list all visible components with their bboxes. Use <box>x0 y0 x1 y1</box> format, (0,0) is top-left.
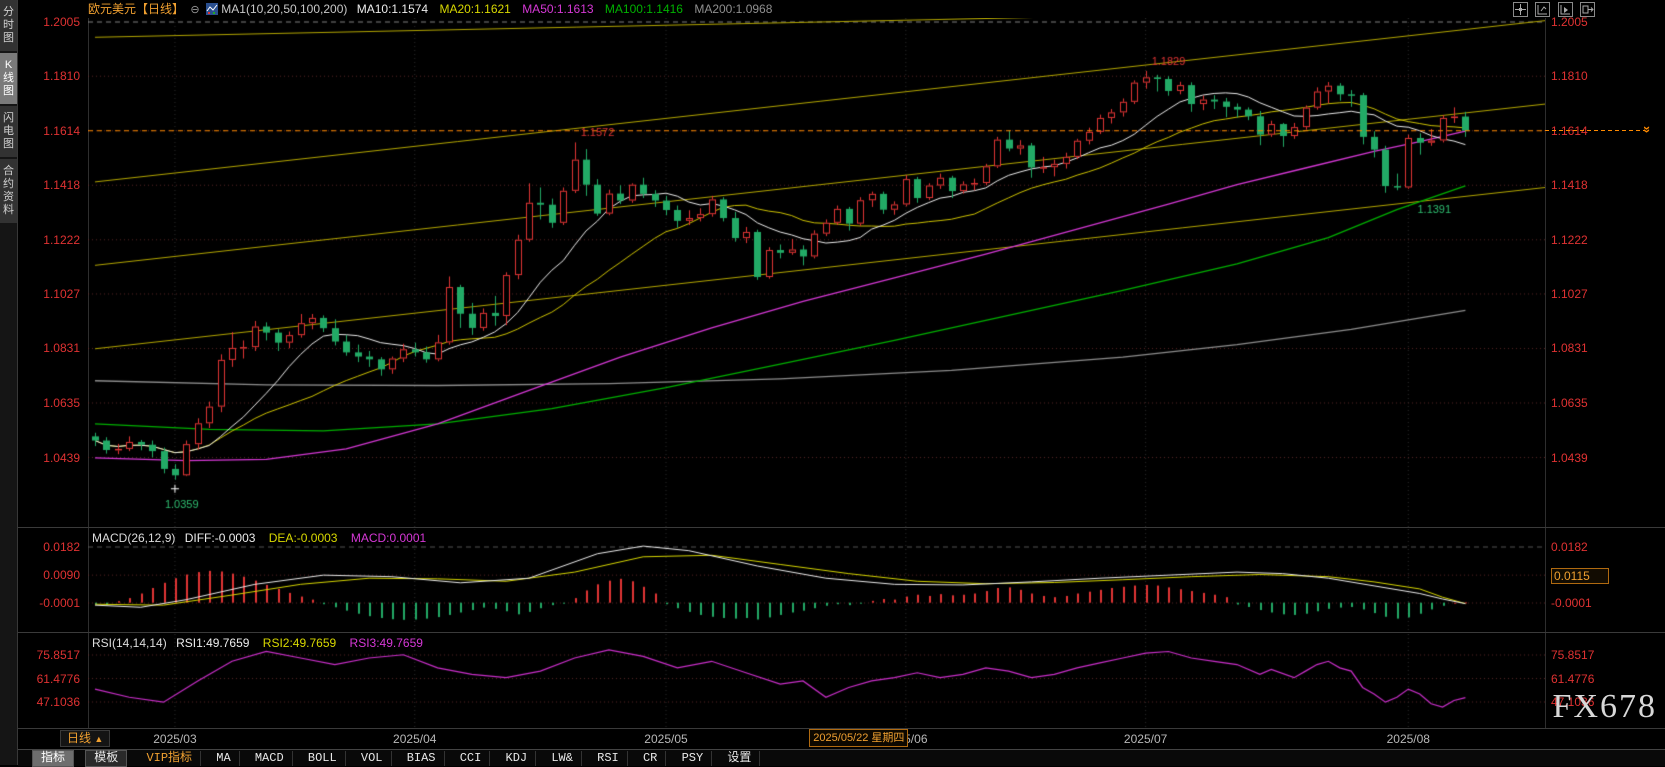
axis-label: 1.1418 <box>1551 178 1588 193</box>
collapse-icon[interactable]: ⊖ <box>190 4 200 16</box>
ma20-value: MA20:1.1621 <box>439 2 511 16</box>
axis-label: 1.1027 <box>43 286 80 301</box>
symbol-title: 欧元美元【日线】 <box>88 2 185 16</box>
axis-label: 1.1810 <box>1551 69 1588 84</box>
tab-indicators[interactable]: 指标 <box>32 750 75 767</box>
macd-macd-value: MACD:0.0001 <box>350 531 427 545</box>
axis-label: 1.1222 <box>1551 232 1588 247</box>
sidebar-item-candle-chart[interactable]: K线图 <box>0 53 17 104</box>
axis-label: 1.0831 <box>1551 341 1588 356</box>
axis-label: 1.0831 <box>43 341 80 356</box>
rsi2-value: RSI2:49.7659 <box>262 636 337 650</box>
macd-pane-divider[interactable] <box>18 527 1665 528</box>
tab-cci[interactable]: CCI <box>452 751 491 766</box>
axis-label: 1.0635 <box>1551 395 1588 410</box>
axis-label: 1.2005 <box>43 15 80 29</box>
axis-label: 1.0439 <box>43 450 80 465</box>
chart-tools <box>1510 2 1595 20</box>
axis-label: 0.0115 <box>1551 568 1609 585</box>
date-axis-divider <box>18 728 1665 729</box>
axis-label: -0.0001 <box>1551 596 1592 610</box>
tab-macd[interactable]: MACD <box>247 751 293 766</box>
rsi-pane-divider[interactable] <box>18 632 1665 633</box>
macd-pane-header: MACD(26,12,9) DIFF:-0.0003 DEA:-0.0003 M… <box>92 531 426 545</box>
axis-label: 0.0090 <box>43 568 80 583</box>
axis-label: 1.1418 <box>43 178 80 193</box>
current-price-marker-icon[interactable]: » <box>1640 125 1656 134</box>
axis-label: 75.8517 <box>1551 648 1595 662</box>
rsi3-value: RSI3:49.7659 <box>349 636 423 650</box>
time-axis-tick: 2025/08 <box>1386 732 1430 746</box>
axis-label: 0.0182 <box>43 540 80 554</box>
ma-settings-label: MA1(10,20,50,100,200) <box>221 2 348 16</box>
tab-kdj[interactable]: KDJ <box>498 751 537 766</box>
plot-right-border <box>1545 18 1546 728</box>
axis-label: 1.1027 <box>1551 286 1588 301</box>
axis-label: 61.4776 <box>36 671 80 686</box>
axis-label: 75.8517 <box>36 648 80 662</box>
tab-lw[interactable]: LW& <box>543 751 582 766</box>
axis-label: 1.1222 <box>43 232 80 247</box>
ma100-value: MA100:1.1416 <box>604 2 683 16</box>
rsi-title: RSI(14,14,14) <box>92 636 167 650</box>
axis-label: 0.0182 <box>1551 540 1588 554</box>
chart-type-sidebar: 分时图 K线图 闪电图 合约资料 <box>0 0 18 765</box>
indicator-toolbar: 指标 模板 VIP指标 MA MACD BOLL VOL BIAS CCI KD… <box>18 749 1665 767</box>
time-axis-tick: 2025/05 <box>644 732 688 746</box>
tab-psy[interactable]: PSY <box>674 751 713 766</box>
tab-templates[interactable]: 模板 <box>85 750 128 767</box>
exit-fullscreen-icon[interactable] <box>1580 2 1595 17</box>
axis-label: 61.4776 <box>1551 671 1595 686</box>
tab-vip-indicators[interactable]: VIP指标 <box>138 751 202 766</box>
macd-chart[interactable] <box>88 529 1545 632</box>
time-axis-tick: 2025/04 <box>393 732 437 746</box>
rsi-chart[interactable] <box>88 634 1545 728</box>
tab-rsi[interactable]: RSI <box>589 751 628 766</box>
axis-label: 1.2005 <box>1551 15 1588 29</box>
current-price-line-ext <box>1545 130 1645 131</box>
time-axis-tick: 2025/03 <box>153 732 197 746</box>
chart-header: 欧元美元【日线】 ⊖ MA1(10,20,50,100,200) MA10:1.… <box>18 0 1665 18</box>
axis-label: 1.0439 <box>1551 450 1588 465</box>
axis-label: 1.1614 <box>43 123 80 138</box>
tab-vol[interactable]: VOL <box>353 751 392 766</box>
axis-label: -0.0001 <box>39 596 80 610</box>
indicator-mini-icon <box>205 2 218 20</box>
macd-dea-value: DEA:-0.0003 <box>268 531 338 545</box>
macd-diff-value: DIFF:-0.0003 <box>184 531 256 545</box>
rsi1-value: RSI1:49.7659 <box>176 636 250 650</box>
y-axis-scale-icon[interactable] <box>1535 2 1551 17</box>
ma50-value: MA50:1.1613 <box>522 2 594 16</box>
ma200-value: MA200:1.0968 <box>694 2 773 16</box>
axis-label: 1.0635 <box>43 395 80 410</box>
sidebar-item-contract-info[interactable]: 合约资料 <box>0 159 17 223</box>
axis-label: 47.1036 <box>36 695 80 709</box>
tab-ma[interactable]: MA <box>208 751 240 766</box>
tab-boll[interactable]: BOLL <box>300 751 346 766</box>
brand-watermark: FX678 <box>1552 688 1657 725</box>
tab-settings[interactable]: 设置 <box>719 751 761 766</box>
ma10-value: MA10:1.1574 <box>356 2 429 16</box>
axis-label: 47.1036 <box>1551 695 1595 709</box>
crosshair-date-label: 2025/05/22 星期四 <box>809 729 909 747</box>
tab-bias[interactable]: BIAS <box>399 751 445 766</box>
sidebar-item-lightning-chart[interactable]: 闪电图 <box>0 106 17 157</box>
period-selector-button[interactable]: 日线 ▲ <box>60 730 111 747</box>
axis-label: 1.1810 <box>43 69 80 84</box>
macd-title: MACD(26,12,9) <box>92 531 176 545</box>
main-price-chart[interactable] <box>88 18 1545 527</box>
sidebar-item-time-chart[interactable]: 分时图 <box>0 0 17 51</box>
time-axis-tick: 2025/07 <box>1123 732 1168 746</box>
rsi-pane-header: RSI(14,14,14) RSI1:49.7659 RSI2:49.7659 … <box>92 636 423 650</box>
move-crosshair-icon[interactable] <box>1512 2 1528 17</box>
tab-cr[interactable]: CR <box>635 751 667 766</box>
